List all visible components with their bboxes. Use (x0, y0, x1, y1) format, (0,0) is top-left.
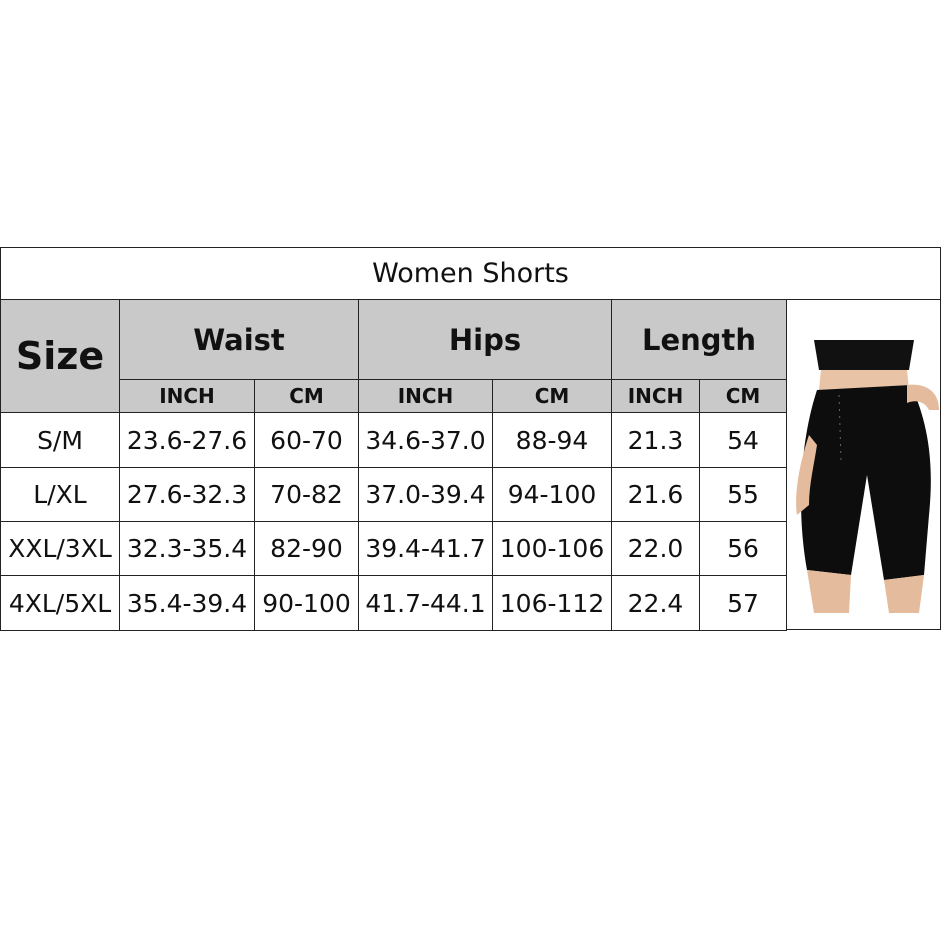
header-size: Size (0, 299, 120, 413)
header-length: Length (611, 299, 787, 380)
table-cell: 23.6-27.6 (119, 412, 255, 468)
product-photo (786, 299, 941, 630)
table-cell: 54 (699, 412, 787, 468)
unit-header: CM (254, 379, 359, 413)
unit-header: INCH (358, 379, 493, 413)
header-waist: Waist (119, 299, 359, 380)
model-shorts-image (795, 339, 939, 613)
size-cell: XXL/3XL (0, 521, 120, 576)
table-cell: 106-112 (492, 575, 612, 631)
table-cell: 39.4-41.7 (358, 521, 493, 576)
table-cell: 35.4-39.4 (119, 575, 255, 631)
table-cell: 94-100 (492, 467, 612, 522)
table-cell: 34.6-37.0 (358, 412, 493, 468)
table-cell: 82-90 (254, 521, 359, 576)
header-hips: Hips (358, 299, 612, 380)
unit-header: CM (492, 379, 612, 413)
table-cell: 100-106 (492, 521, 612, 576)
table-cell: 21.6 (611, 467, 700, 522)
unit-header: INCH (611, 379, 700, 413)
table-cell: 27.6-32.3 (119, 467, 255, 522)
table-cell: 21.3 (611, 412, 700, 468)
size-cell: S/M (0, 412, 120, 468)
table-cell: 22.0 (611, 521, 700, 576)
table-title: Women Shorts (0, 247, 941, 300)
table-cell: 37.0-39.4 (358, 467, 493, 522)
table-cell: 55 (699, 467, 787, 522)
size-cell: 4XL/5XL (0, 575, 120, 631)
table-cell: 90-100 (254, 575, 359, 631)
unit-header: CM (699, 379, 787, 413)
table-cell: 70-82 (254, 467, 359, 522)
table-cell: 22.4 (611, 575, 700, 631)
table-cell: 41.7-44.1 (358, 575, 493, 631)
size-cell: L/XL (0, 467, 120, 522)
table-cell: 88-94 (492, 412, 612, 468)
table-cell: 60-70 (254, 412, 359, 468)
table-cell: 56 (699, 521, 787, 576)
unit-header: INCH (119, 379, 255, 413)
table-cell: 32.3-35.4 (119, 521, 255, 576)
table-cell: 57 (699, 575, 787, 631)
